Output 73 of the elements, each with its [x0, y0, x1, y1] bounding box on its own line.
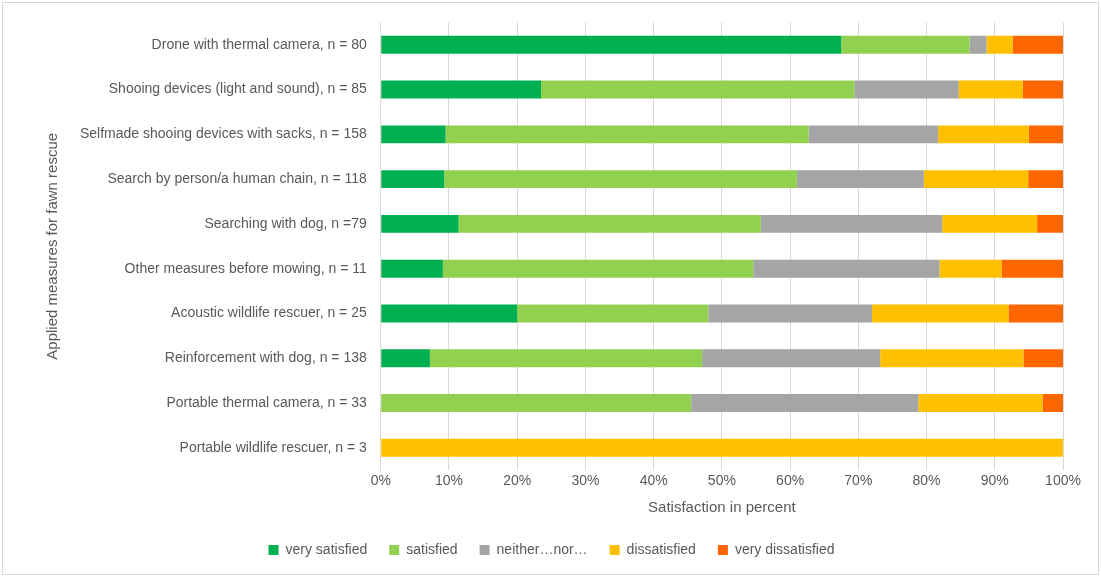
y-tick-label: Acoustic wildlife rescuer, n = 25 [171, 304, 367, 321]
legend-label: satisfied [406, 540, 458, 557]
bar [854, 80, 959, 99]
bar [442, 259, 754, 278]
legend-label: neither…nor… [496, 540, 588, 557]
bar [1023, 349, 1063, 368]
x-tick-label: 0% [370, 472, 391, 489]
bar [871, 304, 1009, 323]
y-tick-label: Drone with thermal camera, n = 80 [151, 35, 367, 52]
bar [708, 304, 872, 323]
bar [939, 259, 1002, 278]
bar [986, 35, 1013, 54]
bar [1001, 259, 1063, 278]
bar [458, 214, 761, 233]
legend-label: very dissatisfied [734, 540, 835, 557]
x-tick-label: 70% [844, 472, 873, 489]
bar [923, 170, 1029, 189]
bar [429, 349, 703, 368]
y-tick-label: Selfmade shooing devices with sacks, n = 158 [79, 125, 367, 142]
x-tick-label: 60% [776, 472, 805, 489]
bar [1012, 35, 1063, 54]
bar [958, 80, 1023, 99]
y-tick-label: Portable wildlife rescuer, n = 3 [179, 438, 367, 455]
x-tick-label: 40% [639, 472, 668, 489]
bar [796, 170, 924, 189]
bar [381, 35, 842, 54]
y-tick-label: Search by person/a human chain, n = 118 [107, 169, 367, 186]
x-axis-title: Satisfaction in percent [648, 498, 797, 516]
x-tick-label: 30% [571, 472, 600, 489]
bar [938, 125, 1029, 144]
bar [808, 125, 939, 144]
bar [517, 304, 709, 323]
x-tick-label: 50% [707, 472, 736, 489]
bar [381, 170, 445, 189]
bar [702, 349, 881, 368]
bar [381, 214, 459, 233]
bar [381, 394, 692, 412]
bar [381, 304, 518, 323]
bar [444, 170, 797, 189]
bar [445, 125, 809, 144]
legend-label: very satisfied [285, 540, 368, 557]
bar [753, 259, 940, 278]
y-tick-label: Portable thermal camera, n = 33 [166, 393, 367, 410]
y-tick-label: Reinforcement with dog, n = 138 [164, 349, 367, 366]
bar [381, 259, 443, 278]
legend-label: dissatisfied [626, 540, 696, 557]
bar [880, 349, 1024, 368]
x-tick-label: 100% [1045, 472, 1081, 489]
y-tick-label: Other measures before mowing, n = 11 [124, 259, 367, 276]
y-tick-label: Shooing devices (light and sound), n = 85 [108, 80, 367, 97]
bar [691, 394, 919, 412]
x-tick-label: 20% [503, 472, 532, 489]
bar [381, 438, 1063, 457]
bar [541, 80, 855, 99]
bar [381, 349, 430, 368]
bar [1028, 170, 1063, 189]
y-axis-title: Applied measures for fawn rescue [43, 132, 61, 360]
bar [1022, 80, 1063, 99]
bar [760, 214, 943, 233]
y-tick-label: Searching with dog, n =79 [204, 214, 367, 231]
bar [381, 80, 542, 99]
bar [381, 125, 446, 144]
x-tick-label: 90% [980, 472, 1009, 489]
bar [969, 35, 987, 54]
bar [1037, 214, 1063, 233]
x-tick-label: 80% [912, 472, 941, 489]
bar [841, 35, 970, 54]
bar [1042, 394, 1063, 412]
bar [1008, 304, 1063, 323]
x-tick-label: 10% [434, 472, 464, 489]
bar [918, 394, 1043, 412]
bar [1028, 125, 1063, 144]
bar [942, 214, 1038, 233]
